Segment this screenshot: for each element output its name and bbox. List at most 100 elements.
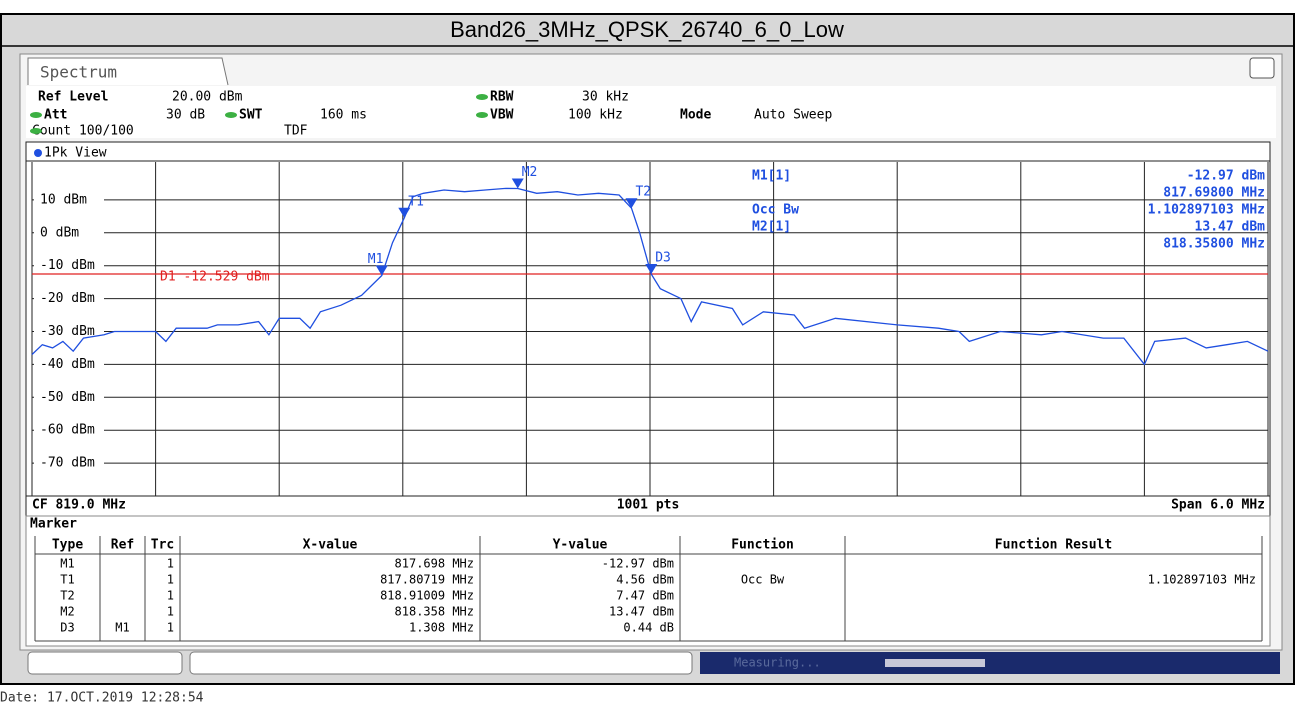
tab[interactable] xyxy=(27,57,229,86)
chart-frame xyxy=(25,141,1271,517)
marker xyxy=(645,264,658,275)
status-text: Measuring... xyxy=(734,656,821,670)
marker-info-value: 818.35800 MHz xyxy=(1163,237,1265,252)
menu-button[interactable] xyxy=(1249,57,1275,79)
header-vbw-label: VBW xyxy=(490,108,514,123)
header-ref-level: 20.00 dBm xyxy=(172,90,243,105)
header-mode: Auto Sweep xyxy=(754,108,832,123)
table-header: Y-value xyxy=(553,538,608,553)
table-cell: 1 xyxy=(167,621,174,635)
y-tick-label: -50 dBm xyxy=(40,390,95,405)
table-title: Marker xyxy=(30,517,77,532)
tab-label[interactable]: Spectrum xyxy=(40,63,117,82)
header-ref-level-label: Ref Level xyxy=(38,90,108,105)
y-tick-label: -30 dBm xyxy=(40,324,95,339)
tick-label-bg xyxy=(34,323,104,340)
table-cell: 818.358 MHz xyxy=(395,605,474,619)
marker-table-frame xyxy=(25,515,1271,647)
table-cell: 817.80719 MHz xyxy=(380,573,474,587)
table-cell: M1 xyxy=(115,621,129,635)
table-cell: 1 xyxy=(167,589,174,603)
marker-info-label: M2[1] xyxy=(752,220,791,235)
table-header: X-value xyxy=(303,538,358,553)
tick-label-bg xyxy=(34,455,104,472)
marker-label: T1 xyxy=(408,194,424,209)
progress xyxy=(885,659,985,667)
marker-info-value: 1.102897103 MHz xyxy=(1148,203,1265,218)
marker-label: M2 xyxy=(522,165,538,180)
marker xyxy=(511,178,524,189)
table-cell: 1 xyxy=(167,605,174,619)
table-cell: 1.102897103 MHz xyxy=(1148,573,1256,587)
chart-footer: 1001 pts xyxy=(617,498,680,513)
table-header: Function Result xyxy=(995,538,1112,553)
chart-footer: CF 819.0 MHz xyxy=(32,498,126,513)
header-vbw: 100 kHz xyxy=(568,108,623,123)
status-led xyxy=(225,112,237,118)
table-cell: 4.56 dBm xyxy=(616,573,674,587)
trace xyxy=(31,187,1269,366)
status-led xyxy=(30,128,42,134)
header-swt: 160 ms xyxy=(320,108,367,123)
table-cell: Occ Bw xyxy=(741,573,785,587)
y-tick-label: -40 dBm xyxy=(40,357,95,372)
marker-info-label: Occ Bw xyxy=(752,203,799,218)
marker-info-value: 817.69800 MHz xyxy=(1163,186,1265,201)
tick-label-bg xyxy=(34,224,104,241)
status-led xyxy=(476,112,488,118)
display-line-label: D1 -12.529 dBm xyxy=(160,270,270,285)
header-rbw: 30 kHz xyxy=(582,90,629,105)
status-led xyxy=(476,94,488,100)
marker-label: T2 xyxy=(635,185,651,200)
header-att-label: Att xyxy=(44,108,67,123)
tick-label-bg xyxy=(34,257,104,274)
y-tick-label: 0 dBm xyxy=(40,225,79,240)
table-cell: 7.47 dBm xyxy=(616,589,674,603)
view-label: 1Pk View xyxy=(44,146,107,161)
status-box xyxy=(189,651,693,675)
table-cell: 13.47 dBm xyxy=(609,605,674,619)
header-count: Count 100/100 xyxy=(32,124,134,139)
table-cell: M1 xyxy=(60,557,74,571)
table-header: Function xyxy=(731,538,794,553)
header-tdf: TDF xyxy=(284,124,308,139)
table-header: Trc xyxy=(151,538,174,553)
marker-info-label: M1[1] xyxy=(752,169,791,184)
view-dot xyxy=(34,149,42,157)
y-tick-label: -20 dBm xyxy=(40,291,95,306)
marker xyxy=(625,198,638,209)
marker-info-value: 13.47 dBm xyxy=(1195,220,1266,235)
table-cell: D3 xyxy=(60,621,74,635)
table-cell: 1 xyxy=(167,557,174,571)
table-cell: T1 xyxy=(60,573,74,587)
table-cell: 1.308 MHz xyxy=(409,621,474,635)
marker-label: M1 xyxy=(368,252,384,267)
chart-footer: Span 6.0 MHz xyxy=(1171,498,1265,513)
y-tick-label: 10 dBm xyxy=(40,192,87,207)
header-att: 30 dB xyxy=(166,108,205,123)
marker xyxy=(375,265,388,276)
y-tick-label: -70 dBm xyxy=(40,456,95,471)
table-cell: 818.91009 MHz xyxy=(380,589,474,603)
header-swt-label: SWT xyxy=(239,108,263,123)
y-tick-label: -60 dBm xyxy=(40,423,95,438)
status-box xyxy=(27,651,183,675)
table-cell: M2 xyxy=(60,605,74,619)
table-cell: T2 xyxy=(60,589,74,603)
table-header: Ref xyxy=(111,538,134,553)
tick-label-bg xyxy=(34,290,104,307)
title: Band26_3MHz_QPSK_26740_6_0_Low xyxy=(450,17,844,42)
table-header: Type xyxy=(52,538,83,553)
marker-info-value: -12.97 dBm xyxy=(1187,169,1265,184)
table-cell: 0.44 dB xyxy=(623,621,674,635)
y-tick-label: -10 dBm xyxy=(40,258,95,273)
marker-label: D3 xyxy=(655,251,671,266)
status-bar xyxy=(700,652,1280,674)
date: Date: 17.OCT.2019 12:28:54 xyxy=(0,691,204,703)
header-area xyxy=(26,86,1276,138)
header-rbw-label: RBW xyxy=(490,90,514,105)
table-cell: 1 xyxy=(167,573,174,587)
tick-label-bg xyxy=(34,389,104,406)
status-led xyxy=(30,112,42,118)
